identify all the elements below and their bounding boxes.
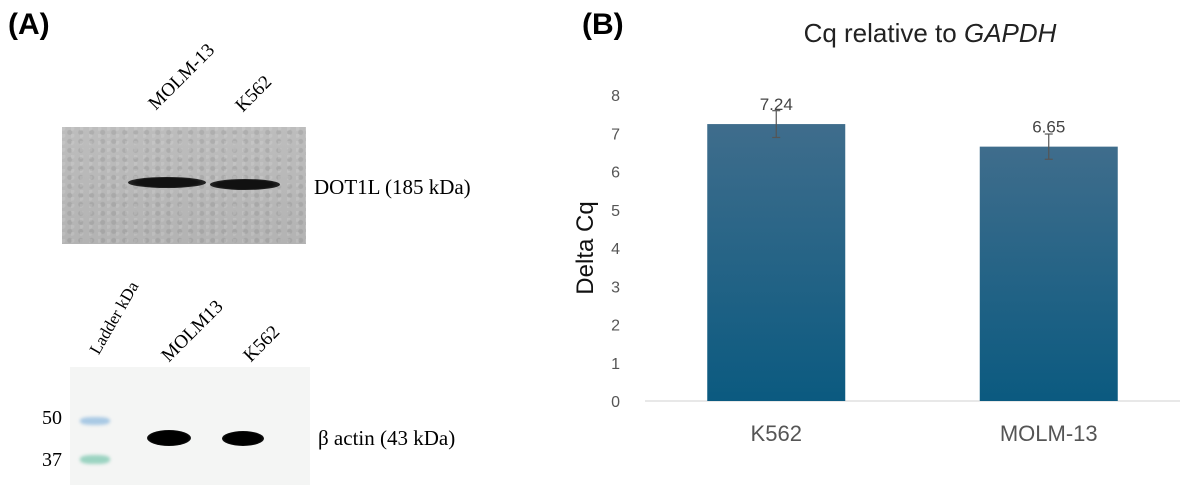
ladder-band-50: [80, 417, 110, 425]
y-tick-label: 6: [611, 165, 620, 182]
ladder-band-37: [80, 455, 110, 464]
actin-band-molm13: [147, 430, 191, 446]
panel-a-label: (A): [8, 8, 50, 41]
actin-caption: β actin (43 kDa): [318, 426, 456, 450]
y-tick-label: 4: [611, 241, 620, 258]
lane-label-k562: K562: [231, 71, 277, 117]
dot1l-blot-image: [62, 127, 306, 244]
y-tick-label: 3: [611, 279, 620, 296]
dot1l-band-k562: [210, 179, 280, 190]
actin-band-k562: [222, 431, 264, 446]
chart-title: Cq relative to GAPDH: [660, 18, 1200, 49]
lane-label-k562-b: K562: [239, 321, 285, 367]
y-tick-label: 0: [611, 394, 620, 411]
x-tick-label: K562: [751, 421, 802, 446]
dot1l-band-molm13: [128, 177, 206, 188]
y-axis-label: Delta Cq: [572, 201, 599, 294]
y-tick-label: 2: [611, 318, 620, 335]
bar-molm-13: [979, 146, 1118, 401]
y-tick-label: 1: [611, 356, 620, 373]
lane-label-ladder: Ladder kDa: [85, 278, 143, 358]
marker-label-37: 37: [42, 449, 62, 471]
delta-cq-bar-chart: 0 1 2 3 4 5 6 7 8 Delta Cq 7.24 K562 6.65 MOLM-13: [572, 88, 1180, 446]
x-tick-label: MOLM-13: [1000, 421, 1098, 446]
chart-title-gene: GAPDH: [963, 18, 1057, 48]
y-tick-label: 8: [611, 88, 620, 105]
lane-label-molm13-b: MOLM13: [157, 296, 228, 367]
actin-blot-image: [70, 367, 310, 485]
lane-label-molm13: MOLM-13: [144, 39, 220, 115]
data-label: 7.24: [760, 95, 793, 114]
data-label: 6.65: [1032, 118, 1065, 137]
chart-title-prefix: Cq relative to: [803, 18, 964, 48]
bar-k562: [707, 124, 846, 401]
panel-b-label: (B): [582, 8, 624, 41]
dot1l-caption: DOT1L (185 kDa): [314, 175, 471, 199]
y-tick-label: 5: [611, 203, 620, 220]
y-tick-label: 7: [611, 126, 620, 143]
marker-label-50: 50: [42, 407, 62, 429]
